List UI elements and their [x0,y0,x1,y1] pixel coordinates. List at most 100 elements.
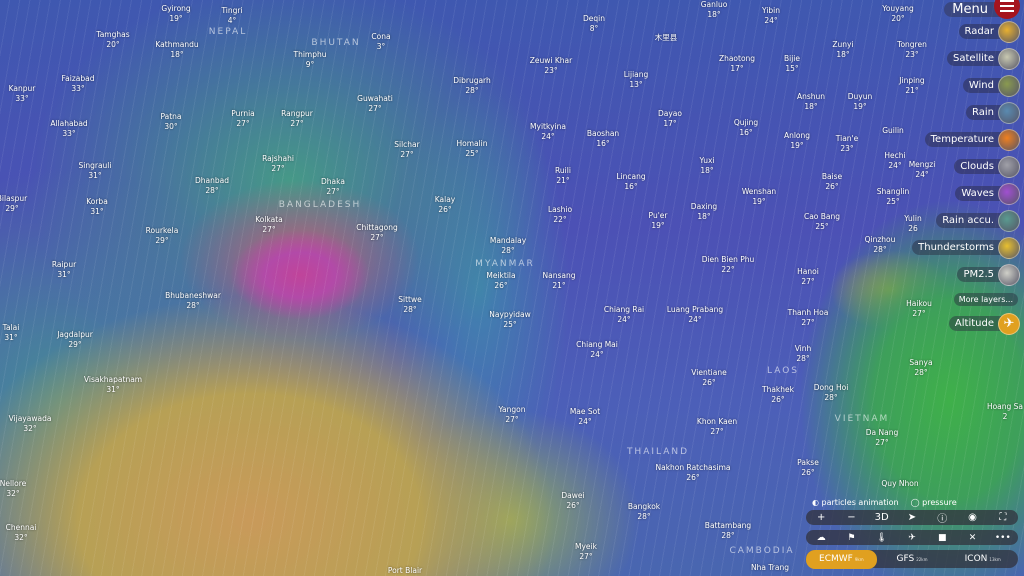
fullscreen-button[interactable]: ⛶ [999,512,1007,523]
city-label: Faizabad 33° [62,74,95,94]
layer-label: Radar [958,24,1010,39]
layer-menu: Menu Radar Satellite Wind Rain Temperature Cl… [912,0,1020,337]
model-ecmwf[interactable]: ECMWF 9km [806,549,877,569]
city-name: Baoshan [586,129,620,138]
city-name: Ganluo [700,0,728,9]
airport-icon[interactable]: ✈ [908,532,916,543]
city-name: Zeuwi Khar [529,56,573,65]
city-name: Bhubaneshwar [165,291,221,300]
3d-button[interactable]: 3D [874,512,889,523]
city-name: Kathmandu [155,40,199,49]
layer-radar[interactable]: Radar [912,18,1020,45]
model-resolution: 13km [989,556,1001,562]
city-name: Da Nang [865,428,899,437]
city-temperature: 8° [589,24,599,33]
city-label: Ruili 21° [555,166,571,186]
city-name: Patna [160,112,182,121]
layer-thunderstorms[interactable]: Thunderstorms [912,234,1020,261]
city-name: Nellore [0,479,27,488]
layer-clouds[interactable]: Clouds [912,153,1020,180]
city-name: Rangpur [281,109,313,118]
city-name: Chittagong [356,223,398,232]
layer-rain-accu-[interactable]: Rain accu. [912,207,1020,234]
city-name: Cona [371,32,391,41]
city-name: 木里县 [654,33,678,42]
flag-icon[interactable]: ⚑ [847,532,856,543]
city-temperature: 2 [1002,412,1008,421]
city-temperature: 24° [578,417,592,426]
close-icon[interactable]: ✕ [968,532,977,543]
weather-icon[interactable]: ☁ [816,532,826,543]
city-name: Ruili [555,166,571,175]
city-label: Homalin 25° [456,139,487,159]
city-name: Haikou [906,299,932,308]
city-label: Hanoi 27° [797,267,819,287]
layer-label: Thunderstorms [912,240,1010,255]
particles-label: particles animation [821,497,899,507]
city-label: Guilin [882,126,904,136]
city-label: Kanpur 33° [9,84,36,104]
city-temperature: 26° [494,281,508,290]
poi-button[interactable]: ◉ [968,512,977,523]
city-label: Mae Sot 24° [570,407,600,427]
zoom-in-button[interactable]: + [816,512,826,523]
city-temperature: 27° [370,233,384,242]
city-name: Khon Kaen [696,417,738,426]
city-temperature: 23° [544,66,558,75]
city-temperature: 24° [915,170,929,179]
city-label: Mandalay 28° [490,236,526,256]
city-temperature: 26° [825,182,839,191]
city-name: Thimphu [293,50,327,59]
model-resolution: 9km [854,556,864,562]
city-temperature: 19° [752,197,766,206]
model-icon[interactable]: ICON 13km [947,550,1018,569]
city-name: Chiang Mai [576,340,618,349]
city-temperature: 4° [227,16,237,25]
city-name: Tian'e [835,134,859,143]
city-name: Cao Bang [803,212,841,221]
city-temperature: 32° [23,424,37,433]
pressure-toggle[interactable]: ◯ pressure [910,497,957,507]
info-button[interactable]: ⓘ [937,514,948,525]
more-icon[interactable]: ••• [994,532,1011,543]
city-temperature: 18° [804,102,818,111]
city-label: Dibrugarh 28° [453,76,491,96]
city-name: Vinh [794,344,812,353]
more-layers-button[interactable]: More layers... [912,288,1018,310]
webcam-icon[interactable]: ■ [938,532,947,543]
city-name: Myeik [575,542,597,551]
city-temperature: 19° [651,221,665,230]
city-name: Hoang Sa [986,402,1024,411]
city-label: Dhanbad 28° [195,176,229,196]
city-label: Tingri 4° [221,6,242,26]
city-temperature: 31° [4,333,18,342]
city-label: Lincang 16° [616,172,645,192]
city-temperature: 25° [465,149,479,158]
model-gfs[interactable]: GFS 22km [877,550,948,569]
layer-satellite[interactable]: Satellite [912,45,1020,72]
city-label: Patna 30° [160,112,181,132]
locate-button[interactable]: ➤ [907,512,917,523]
layer-pm2-5[interactable]: PM2.5 [912,261,1020,288]
layer-temperature[interactable]: Temperature [912,126,1020,153]
hamburger-icon[interactable] [994,0,1020,19]
layer-rain[interactable]: Rain [912,99,1020,126]
zoom-out-button[interactable]: − [847,512,856,523]
thermometer-icon[interactable]: 🌡 [875,532,888,543]
layer-wind[interactable]: Wind [912,72,1020,99]
city-temperature: 32° [6,489,20,498]
model-selector: ECMWF 9km GFS 22km ICON 13km [806,549,1018,569]
menu-button[interactable]: Menu [912,0,1020,19]
city-name: Anlong [783,131,811,140]
city-label: Dien Bien Phu 22° [702,255,755,275]
city-temperature: 16° [596,139,610,148]
layer-waves[interactable]: Waves [912,180,1020,207]
city-temperature: 27° [801,277,815,286]
city-name: Rourkela [145,226,179,235]
city-temperature: 26° [686,473,700,482]
city-name: Korba [86,197,108,206]
layer-altitude[interactable]: Altitude ✈ [912,310,1020,337]
city-name: Rajshahi [262,154,294,163]
particles-toggle[interactable]: ◐ particles animation [812,497,899,507]
